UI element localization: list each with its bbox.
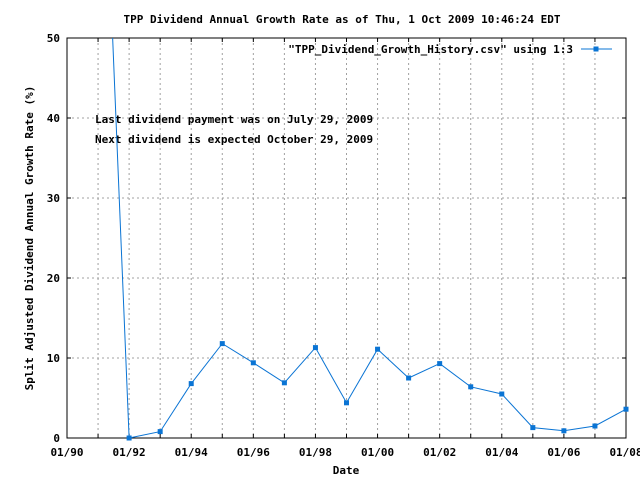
y-tick-label: 0	[53, 432, 60, 445]
series-line	[112, 38, 627, 438]
series-line-group	[112, 38, 627, 438]
data-point	[592, 423, 598, 429]
chart-title: TPP Dividend Annual Growth Rate as of Th…	[123, 13, 560, 26]
data-point	[468, 384, 474, 390]
x-tick-label: 01/02	[423, 446, 456, 459]
annotation-next-dividend: Next dividend is expected October 29, 20…	[95, 133, 373, 146]
legend: "TPP_Dividend_Growth_History.csv" using …	[288, 43, 612, 56]
series	[112, 38, 629, 441]
annotation-last-dividend: Last dividend payment was on July 29, 20…	[95, 113, 373, 126]
x-axis-label: Date	[333, 464, 360, 477]
data-point	[530, 425, 536, 431]
legend-marker	[593, 46, 599, 52]
data-point	[375, 346, 381, 352]
y-tick-label: 40	[47, 112, 60, 125]
x-tick-label: 01/94	[175, 446, 208, 459]
grid	[67, 38, 626, 438]
y-tick-label: 10	[47, 352, 60, 365]
plot-border	[66, 37, 627, 439]
x-tick-label: 01/90	[50, 446, 83, 459]
y-tick-label: 20	[47, 272, 60, 285]
series-markers	[126, 341, 629, 441]
x-tick-label: 01/96	[237, 446, 270, 459]
x-tick-label: 01/92	[113, 446, 146, 459]
data-point	[437, 361, 443, 367]
data-point	[344, 400, 349, 406]
y-tick-label: 50	[47, 32, 60, 45]
data-point	[281, 380, 287, 386]
y-tick-label: 30	[47, 192, 60, 205]
x-tick-label: 01/98	[299, 446, 332, 459]
axes: 01/90 01/92 01/94 01/96 01/98 01/00 01/02 01/04…	[47, 32, 640, 459]
x-tick-label: 01/04	[485, 446, 518, 459]
data-point	[250, 360, 256, 366]
x-tick-label: 01/06	[547, 446, 580, 459]
data-point	[219, 341, 225, 347]
x-tick-label: 01/08	[609, 446, 640, 459]
data-point	[561, 428, 567, 434]
data-point	[312, 345, 318, 351]
data-point	[157, 429, 163, 435]
legend-label: "TPP_Dividend_Growth_History.csv" using …	[288, 43, 573, 56]
data-point	[499, 391, 505, 397]
y-axis-label: Split Adjusted Dividend Annual Growth Ra…	[23, 86, 36, 391]
data-point	[406, 375, 412, 381]
annotations: Last dividend payment was on July 29, 20…	[95, 113, 373, 146]
data-point	[188, 381, 194, 387]
data-point	[126, 435, 132, 441]
data-point	[623, 406, 629, 412]
x-tick-label: 01/00	[361, 446, 394, 459]
